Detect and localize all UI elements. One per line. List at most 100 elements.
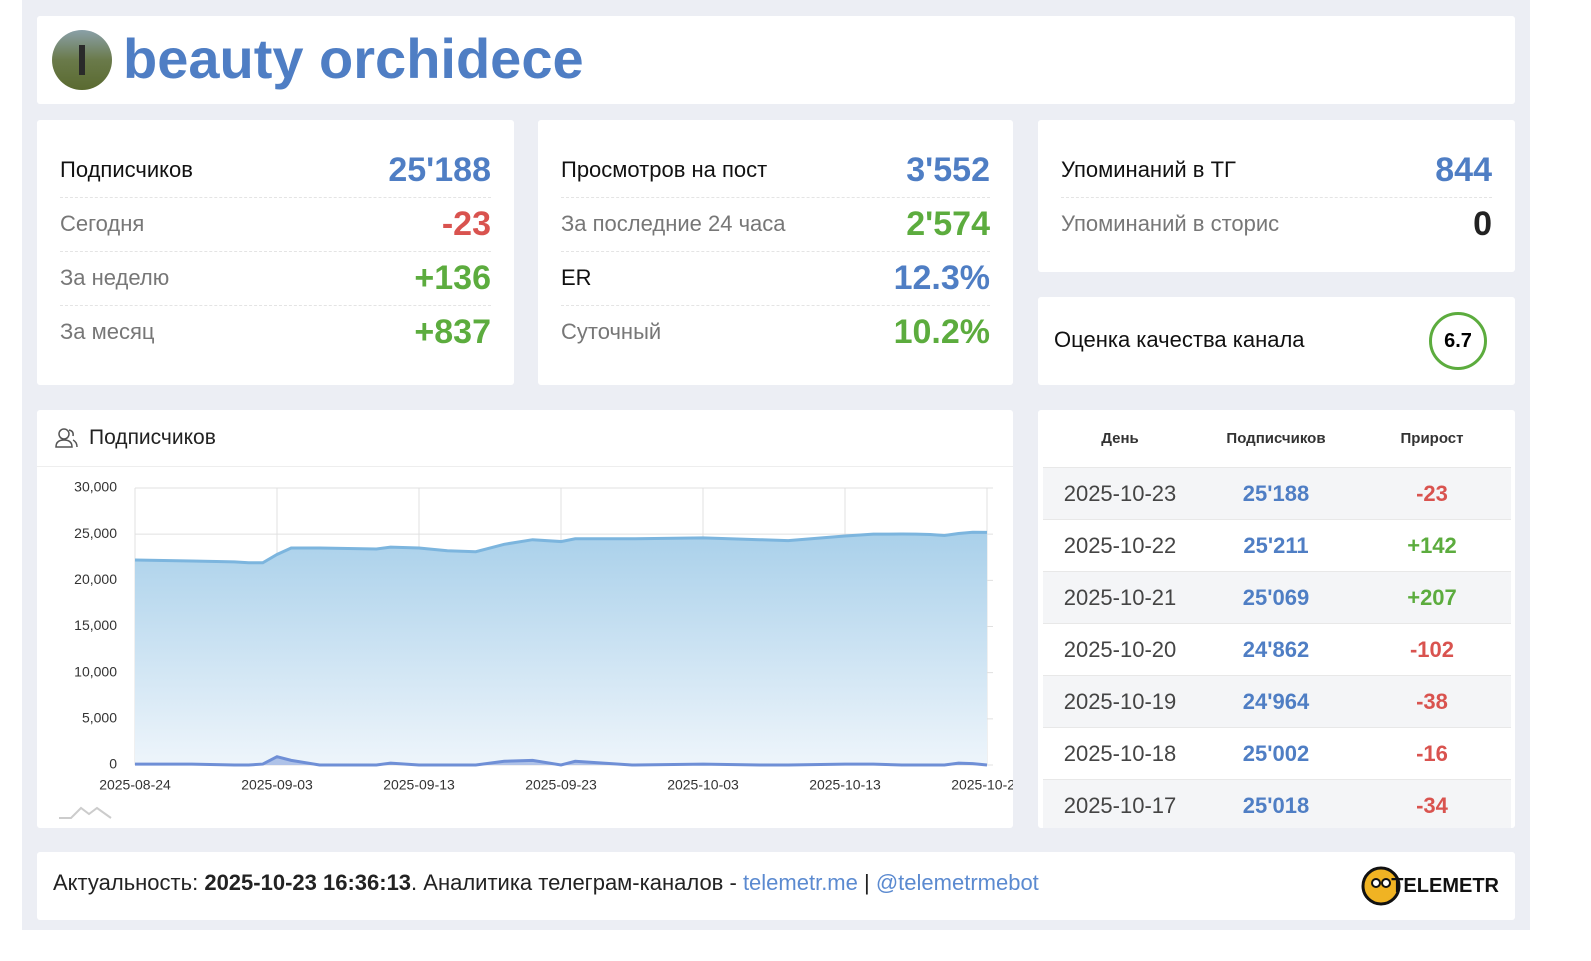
- stats-card: Просмотров на пост 3'552 За последние 24 ч…: [538, 120, 1013, 385]
- stat-label: ER: [561, 265, 592, 290]
- chart: 0 5,000 10,000 15,000 20,000 25,000 30,000 2025…: [59, 479, 1013, 819]
- date: 2025-10-23: [1063, 481, 1177, 506]
- quality-card: Оценка качества канала 6.7: [1038, 297, 1515, 385]
- stat-label: Просмотров на пост: [561, 157, 768, 182]
- stat-label: За неделю: [60, 265, 170, 290]
- users-icon: [55, 428, 78, 448]
- x-tick-label: 2025-10-13: [809, 777, 881, 793]
- stat-row: Сегодня -23: [60, 197, 491, 252]
- stat-label: Подписчиков: [60, 157, 193, 182]
- footer-text: Актуальность: 2025-10-23 16:36:13. Анали…: [53, 870, 1039, 896]
- footer-label: Актуальность:: [53, 870, 199, 895]
- date: 2025-10-20: [1063, 637, 1177, 662]
- x-tick-label: 2025-10-03: [667, 777, 739, 793]
- stat-label: Упоминаний в ТГ: [1061, 157, 1236, 182]
- chart-card: Подписчиков 0 5,000 10,000 15,000 20,000 25,0…: [37, 410, 1013, 828]
- date: 2025-10-18: [1063, 741, 1177, 766]
- growth: +142: [1407, 533, 1457, 558]
- line: [135, 755, 988, 767]
- x-tick-label: 2025-08-24: [99, 777, 171, 793]
- stat-row: Суточный 10.2%: [561, 305, 990, 359]
- header: beauty orchidece: [37, 16, 1515, 104]
- date: 2025-10-19: [1063, 689, 1177, 714]
- stat-row: Подписчиков 25'188: [60, 143, 491, 198]
- site-link[interactable]: telemetr.me: [742, 870, 858, 895]
- table-header: День: [1101, 430, 1139, 447]
- growth: -23: [1416, 481, 1448, 506]
- date: 2025-10-22: [1063, 533, 1177, 558]
- x-tick-label: 2025-09-23: [525, 777, 597, 793]
- area: [135, 532, 987, 765]
- channel-title: beauty orchidece: [123, 27, 584, 90]
- navigator: [59, 806, 112, 819]
- stat-value: +837: [414, 312, 491, 351]
- stat-value: 10.2%: [893, 312, 990, 351]
- table-row: 2025-10-21 25'069 +207: [1043, 571, 1511, 624]
- stat-label: За последние 24 часа: [561, 211, 786, 236]
- quality-label: Оценка качества канала: [1054, 327, 1305, 352]
- avatar: [52, 30, 112, 90]
- stat-value: 12.3%: [893, 258, 990, 297]
- y-tick-label: 10,000: [74, 663, 117, 679]
- bot-link[interactable]: @telemetrmebot: [875, 870, 1039, 895]
- y-tick-label: 15,000: [74, 617, 117, 633]
- stat-label: Упоминаний в сторис: [1061, 211, 1280, 236]
- growth: -38: [1416, 689, 1448, 714]
- stat-value: 844: [1435, 150, 1492, 189]
- x-tick-label: 2025-09-13: [383, 777, 455, 793]
- stat-value: +136: [414, 258, 491, 297]
- stat-value: 0: [1473, 204, 1492, 243]
- stat-row: ER 12.3%: [561, 251, 990, 306]
- timestamp: 2025-10-23 16:36:13: [204, 870, 412, 895]
- footer: Актуальность: 2025-10-23 16:36:13. Анали…: [37, 852, 1515, 920]
- table-row: 2025-10-23 25'188 -23: [1043, 467, 1511, 520]
- logo-icon: [1361, 866, 1401, 906]
- footer-text: . Аналитика телеграм-каналов -: [411, 870, 737, 895]
- x-tick-label: 2025-09-03: [241, 777, 313, 793]
- separator: |: [864, 870, 870, 895]
- table-row: 2025-10-18 25'002 -16: [1043, 727, 1511, 780]
- table-row: 2025-10-20 24'862 -102: [1043, 623, 1511, 676]
- subscribers: 25'188: [1242, 481, 1310, 506]
- logo-text: TELEMETR: [1391, 875, 1499, 897]
- table-row: 2025-10-22 25'211 +142: [1043, 519, 1511, 572]
- y-tick-label: 25,000: [74, 525, 117, 541]
- table-row: 2025-10-17 25'018 -34: [1043, 779, 1511, 828]
- table-header: Прирост: [1400, 430, 1464, 447]
- y-tick-label: 5,000: [82, 710, 117, 726]
- stat-label: За месяц: [60, 319, 155, 344]
- stat-label: Суточный: [561, 319, 662, 344]
- stat-value: 25'188: [388, 150, 491, 189]
- stat-row: Упоминаний в сторис 0: [1061, 197, 1492, 251]
- subscribers: 24'964: [1242, 689, 1310, 714]
- subscribers: 25'002: [1242, 741, 1310, 766]
- stat-value: 3'552: [906, 150, 990, 189]
- y-tick-label: 20,000: [74, 571, 117, 587]
- stats-card: Подписчиков 25'188 Сегодня -23 За неделю +136…: [37, 120, 514, 385]
- growth: +207: [1407, 585, 1457, 610]
- stat-value: 2'574: [906, 204, 990, 243]
- quality-score: 6.7: [1429, 312, 1487, 370]
- stat-row: Просмотров на пост 3'552: [561, 143, 990, 198]
- subscribers: 25'211: [1243, 533, 1309, 558]
- stat-label: Сегодня: [60, 211, 145, 236]
- y-tick-label: 30,000: [74, 479, 117, 495]
- divider: [37, 466, 1013, 467]
- growth: -102: [1409, 637, 1455, 662]
- stat-row: За месяц +837: [60, 305, 491, 359]
- stat-row: За неделю +136: [60, 251, 491, 306]
- growth: -16: [1416, 741, 1448, 766]
- subscribers: 25'069: [1242, 585, 1310, 610]
- date: 2025-10-21: [1063, 585, 1177, 610]
- chart-title: Подписчиков: [89, 426, 216, 449]
- stat-value: -23: [441, 204, 491, 243]
- table-card: День Подписчиков Прирост 2025-10-23 25'188 -2…: [1038, 410, 1515, 828]
- subscribers: 24'862: [1242, 637, 1310, 662]
- stats-card: Упоминаний в ТГ 844 Упоминаний в сторис 0: [1038, 120, 1515, 272]
- stat-row: За последние 24 часа 2'574: [561, 197, 990, 252]
- growth: -34: [1416, 793, 1448, 818]
- line: [134, 530, 988, 565]
- stat-row: Упоминаний в ТГ 844: [1061, 143, 1492, 198]
- y-tick-label: 0: [109, 756, 117, 772]
